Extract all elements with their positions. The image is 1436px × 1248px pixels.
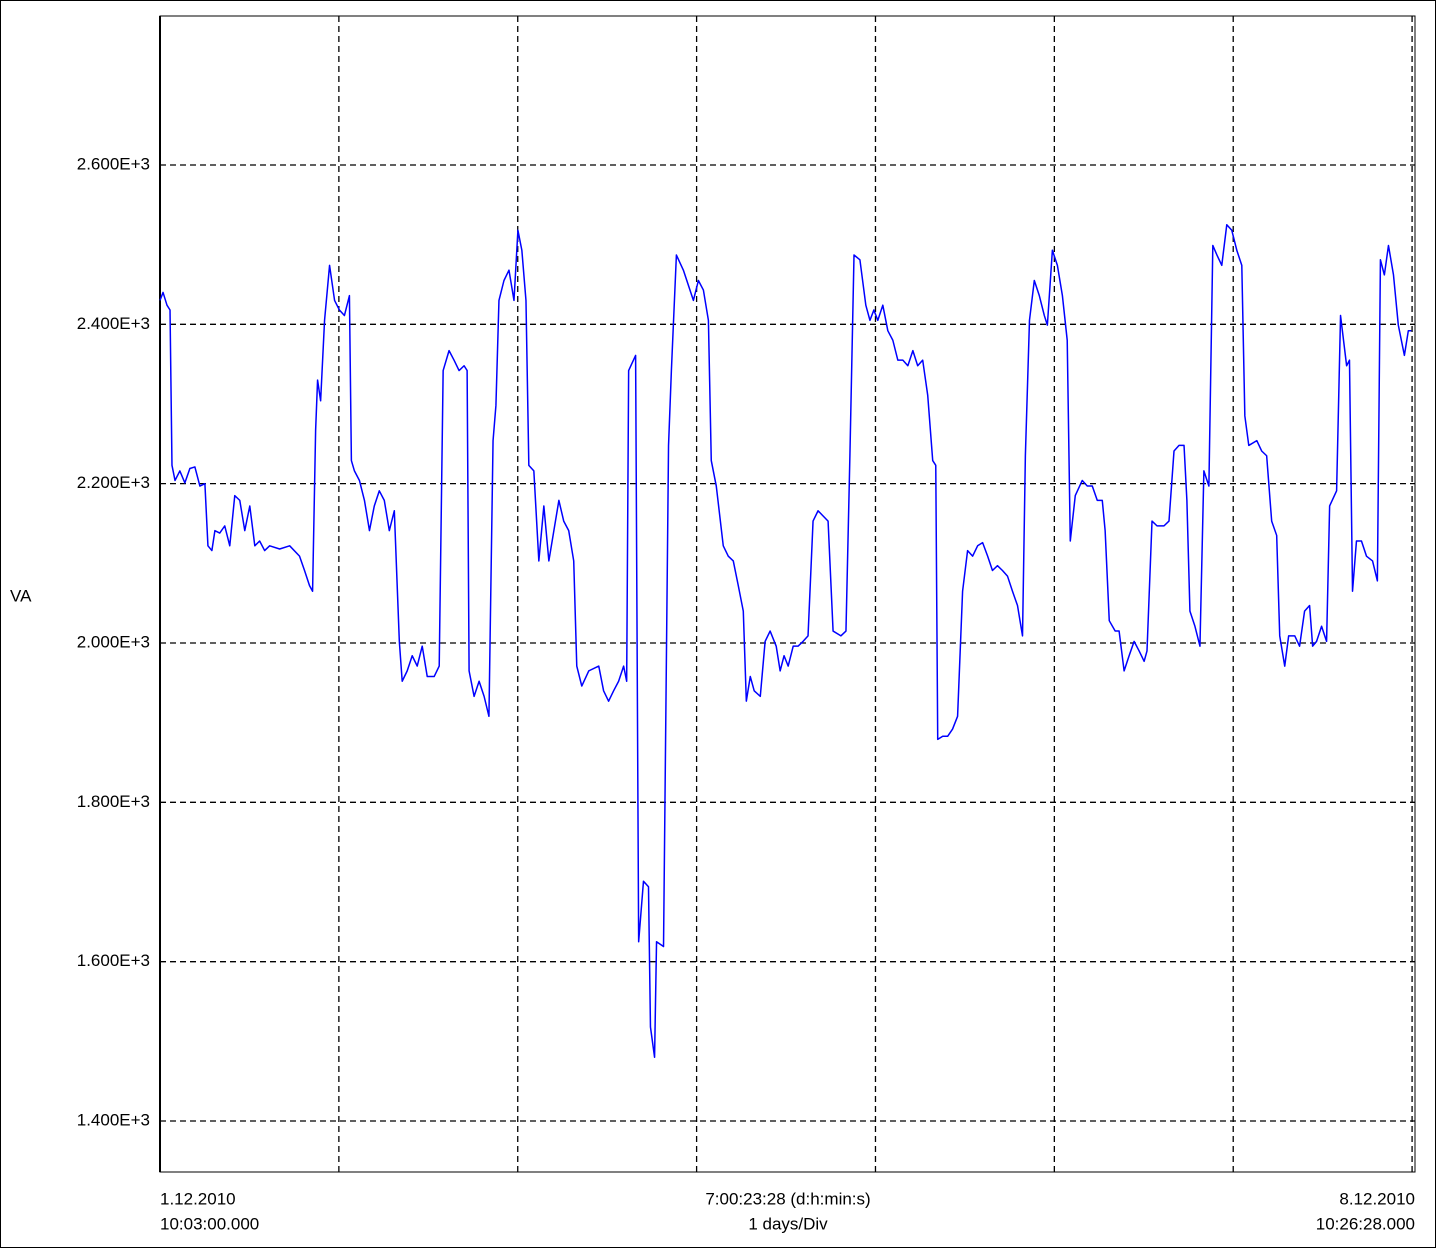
division-label: 1 days/Div	[748, 1214, 828, 1233]
data-line	[159, 223, 1412, 1059]
y-tick-label: 1.600E+3	[77, 951, 150, 970]
y-axis-label: VA	[10, 586, 32, 605]
y-tick-label: 1.400E+3	[77, 1110, 150, 1129]
y-tick-label: 2.600E+3	[77, 154, 150, 173]
start-date: 1.12.2010	[160, 1189, 236, 1208]
y-tick-label: 2.000E+3	[77, 632, 150, 651]
y-tick-label: 2.200E+3	[77, 473, 150, 492]
end-time: 10:26:28.000	[1316, 1214, 1415, 1233]
y-tick-label: 1.800E+3	[77, 792, 150, 811]
end-date: 8.12.2010	[1339, 1189, 1415, 1208]
span-label: 7:00:23:28 (d:h:min:s)	[705, 1189, 870, 1208]
y-tick-label: 2.400E+3	[77, 314, 150, 333]
start-time: 10:03:00.000	[160, 1214, 259, 1233]
